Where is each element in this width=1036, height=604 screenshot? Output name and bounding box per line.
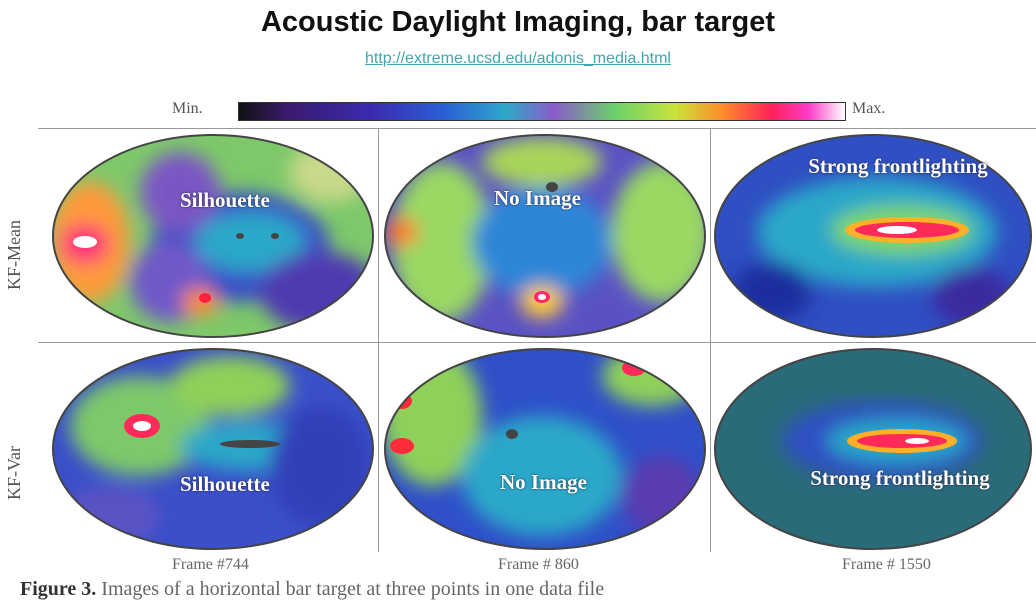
grid-divider: [38, 342, 1036, 343]
colorbar: [238, 102, 846, 121]
image-kf-mean-frame-1550: [712, 132, 1034, 340]
row-label-kf-mean: KF-Mean: [4, 220, 24, 290]
source-link[interactable]: http://extreme.ucsd.edu/adonis_media.htm…: [365, 50, 671, 67]
grid-divider: [378, 128, 379, 552]
image-kf-mean-frame-744: [50, 132, 376, 340]
panel-label: Silhouette: [180, 472, 270, 496]
colorbar-max-label: Max.: [852, 100, 886, 117]
image-kf-var-frame-1550: [712, 346, 1034, 552]
row-label-kf-var: KF-Var: [4, 446, 24, 500]
page-title: Acoustic Daylight Imaging, bar target: [260, 6, 776, 38]
grid-divider: [710, 128, 711, 552]
frame-label: Frame # 860: [498, 556, 579, 573]
panel-label: Strong frontlighting: [808, 154, 988, 178]
panel-label: Strong frontlighting: [810, 466, 990, 490]
grid-divider: [38, 128, 1036, 129]
image-kf-mean-frame-860: [382, 132, 708, 340]
image-kf-var-frame-744: [50, 346, 376, 552]
image-kf-var-frame-860: [382, 346, 708, 552]
panel-label: No Image: [500, 470, 587, 494]
figure-caption: Figure 3. Images of a horizontal bar tar…: [20, 578, 604, 601]
frame-label: Frame # 1550: [842, 556, 931, 573]
panel-label: Silhouette: [180, 188, 270, 212]
panel-label: No Image: [494, 186, 581, 210]
caption-label: Figure 3.: [20, 578, 97, 600]
colorbar-min-label: Min.: [172, 100, 203, 117]
frame-label: Frame #744: [172, 556, 249, 573]
caption-text: Images of a horizontal bar target at thr…: [96, 578, 605, 600]
